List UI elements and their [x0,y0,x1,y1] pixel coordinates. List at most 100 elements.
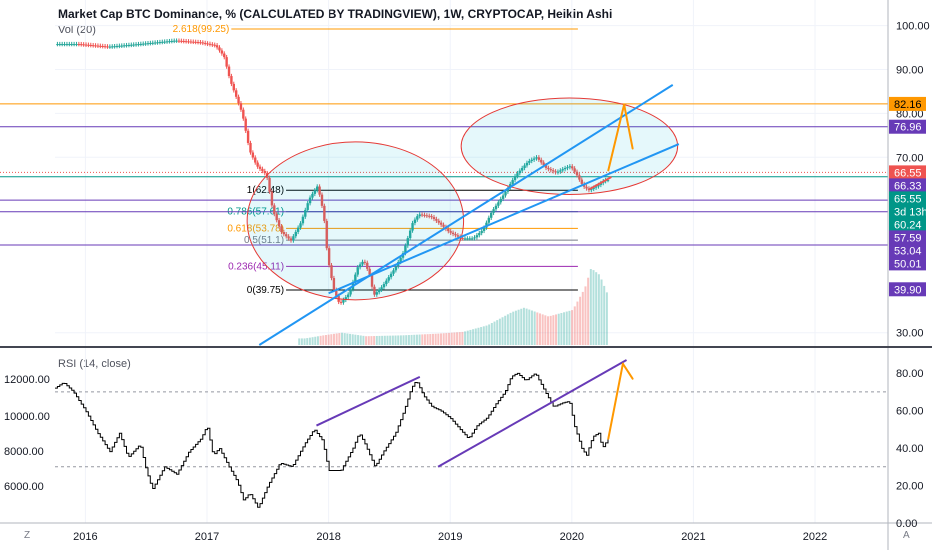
candle-body [232,83,235,91]
volume-bar [536,312,539,345]
volume-bar [461,331,464,345]
candle-body [282,232,286,235]
rsi-legend[interactable]: RSI (14, close) [58,358,131,370]
volume-bar [498,318,501,345]
volume-bar [370,336,373,345]
price-y-tick-label: 70.00 [896,152,924,164]
drawings[interactable] [246,84,680,346]
candle-body [587,188,591,191]
candle-body [189,41,193,43]
candle-body [480,230,483,234]
volume-bar [316,336,319,345]
price-label-text: 53.04 [894,245,922,257]
candle-body [103,46,107,48]
volume-bar [440,333,443,345]
zoom-toggle-button[interactable]: Z [24,530,31,541]
candle-body [122,45,126,47]
rsi-arrow-segment[interactable] [607,362,624,440]
secondary-y-tick-label: 12000.00 [4,374,50,386]
volume-bar [501,317,504,345]
candle-body [258,166,262,169]
price-label-text: 76.96 [894,122,922,134]
volume-bar [397,335,400,345]
candle-body [280,226,283,233]
volume-bar [579,296,582,345]
candle-body [304,209,307,217]
volume-bar [493,321,496,345]
highlight-circle[interactable] [460,97,679,196]
price-label-box [889,256,926,271]
price-label-box [889,96,926,111]
arrow-segment[interactable] [623,103,634,150]
rsi-arrow-segment[interactable] [621,362,634,380]
volume-bar [458,332,461,345]
volume-bar [568,310,571,345]
arrow-segment[interactable] [607,103,626,172]
candle-body [175,40,178,42]
volume-bar [365,336,368,345]
volume-bar [584,286,587,345]
volume-bar [407,335,410,345]
heikin-ashi-candles [56,38,610,305]
volume-bar [581,291,584,345]
volume-bar [474,328,477,345]
volume-bar [509,312,512,345]
candle-body [75,44,78,46]
candle-body [449,231,452,233]
candle-body [532,158,536,160]
candle-body [323,205,326,221]
candle-body [547,167,550,170]
candle-body [153,42,157,44]
candle-body [585,186,588,189]
volume-bar [448,332,451,345]
volume-bar [549,315,552,345]
candle-body [118,45,121,47]
candle-body [82,44,85,46]
price-label-text: 3d 13h [894,206,928,218]
candle-body [139,43,143,45]
grid-lines [55,0,888,523]
candle-body [213,44,216,46]
candle-body [447,229,450,232]
channel-line[interactable] [258,84,674,346]
candle-body [451,232,455,235]
candle-body [525,162,529,166]
rsi-y-tick-label: 20.00 [896,481,924,493]
volume-bar [472,329,475,345]
volume-bar [605,292,608,345]
volume-bar [571,310,574,345]
rsi-trendline[interactable] [316,375,421,427]
candle-body [201,42,205,44]
volume-bar [466,330,469,345]
candle-body [423,214,426,216]
volume-bar [506,314,509,345]
rsi-y-tick-label: 60.00 [896,406,924,418]
candle-body [475,235,479,238]
candle-body [542,162,545,166]
price-label-text: 57.59 [894,232,922,244]
candle-body [254,157,257,163]
rsi-trendline[interactable] [437,359,628,468]
price-label-box [889,217,926,232]
candle-body [127,44,131,46]
arrow-segment[interactable] [589,176,612,190]
candle-body [342,299,345,303]
volume-bar [423,334,426,345]
volume-legend[interactable]: Vol (20) [58,24,96,36]
candle-body [382,284,386,288]
rsi-y-tick-label: 40.00 [896,443,924,455]
candle-body [132,44,135,46]
channel-line[interactable] [328,143,680,295]
candle-body [420,214,424,216]
candle-body [511,180,514,184]
candle-body [227,66,231,77]
auto-scale-button[interactable]: A [903,530,910,541]
volume-bar [418,334,421,345]
candle-body [404,245,407,254]
highlight-circle[interactable] [246,141,465,301]
candle-body [389,273,393,278]
price-label-text: 66.55 [894,167,922,179]
secondary-y-tick-label: 8000.00 [4,446,44,458]
candle-body [60,44,64,46]
